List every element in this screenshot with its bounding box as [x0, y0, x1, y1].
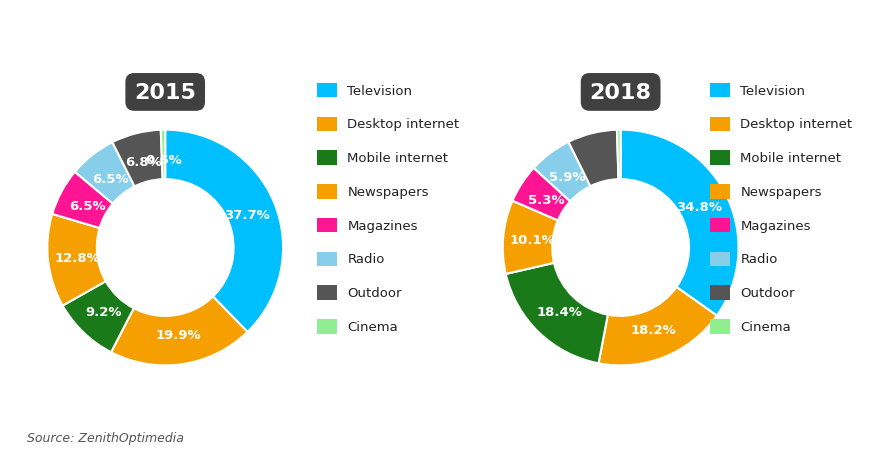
Text: 18.2%: 18.2% [630, 324, 677, 336]
Wedge shape [598, 288, 717, 365]
Wedge shape [505, 263, 608, 364]
Text: Cinema: Cinema [740, 320, 791, 333]
Text: 18.4%: 18.4% [537, 305, 582, 318]
Text: 6.8%: 6.8% [125, 156, 162, 169]
Wedge shape [513, 168, 571, 221]
Text: Outdoor: Outdoor [740, 287, 795, 299]
Text: 10.1%: 10.1% [510, 233, 555, 247]
Wedge shape [52, 172, 113, 228]
Wedge shape [503, 201, 558, 274]
Text: Cinema: Cinema [347, 320, 398, 333]
Wedge shape [617, 130, 621, 180]
Text: Desktop internet: Desktop internet [740, 118, 853, 131]
Text: Newspapers: Newspapers [347, 186, 429, 198]
Text: Newspapers: Newspapers [740, 186, 822, 198]
Text: Magazines: Magazines [740, 219, 811, 232]
Wedge shape [47, 214, 105, 306]
Text: Outdoor: Outdoor [347, 287, 402, 299]
Text: 6.5%: 6.5% [69, 200, 105, 212]
Text: 5.3%: 5.3% [528, 193, 564, 207]
Wedge shape [621, 130, 739, 316]
Wedge shape [113, 131, 163, 187]
Text: 34.8%: 34.8% [676, 201, 722, 214]
Text: 9.2%: 9.2% [86, 305, 122, 318]
Text: Radio: Radio [740, 253, 778, 266]
Wedge shape [75, 143, 135, 204]
Wedge shape [161, 130, 165, 180]
Text: Radio: Radio [347, 253, 385, 266]
Text: 2015: 2015 [134, 83, 196, 103]
Text: Mobile internet: Mobile internet [740, 152, 841, 165]
Text: Share of global adspend by medium (%): Share of global adspend by medium (%) [10, 27, 353, 41]
Text: Television: Television [740, 85, 805, 97]
Text: 19.9%: 19.9% [155, 329, 201, 342]
Text: Magazines: Magazines [347, 219, 418, 232]
Text: Desktop internet: Desktop internet [347, 118, 460, 131]
Text: 12.8%: 12.8% [54, 252, 100, 264]
Text: 2018: 2018 [589, 83, 652, 103]
Text: 5.9%: 5.9% [549, 171, 586, 184]
Text: 0.6%: 0.6% [146, 153, 182, 166]
Text: 37.7%: 37.7% [224, 208, 270, 221]
Wedge shape [111, 297, 247, 365]
Text: Television: Television [347, 85, 413, 97]
Wedge shape [569, 131, 619, 187]
Text: Source: ZenithOptimedia: Source: ZenithOptimedia [27, 431, 184, 445]
Text: 6.5%: 6.5% [92, 172, 129, 185]
Wedge shape [534, 142, 590, 202]
Wedge shape [63, 282, 134, 353]
Text: Mobile internet: Mobile internet [347, 152, 448, 165]
Wedge shape [165, 130, 283, 332]
